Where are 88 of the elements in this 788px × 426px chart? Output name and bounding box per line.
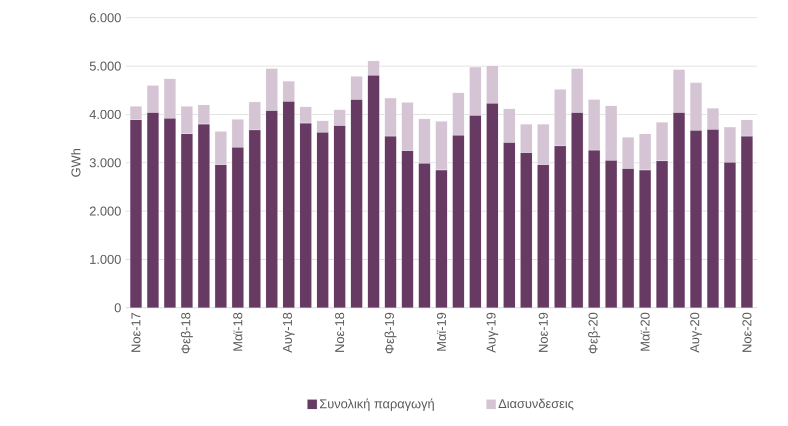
bar [706, 108, 720, 130]
bar [367, 75, 380, 308]
bar [605, 160, 618, 308]
bar [164, 78, 176, 118]
legend-label: Συνολική παραγωγή [320, 398, 434, 411]
bar [146, 85, 160, 113]
y-tick-label: 1.000 [90, 254, 121, 264]
bar [232, 147, 244, 308]
x-tick-label: Μαϊ-19 [436, 312, 446, 351]
bar [266, 110, 278, 308]
bar [198, 104, 210, 124]
bar [316, 120, 329, 132]
x-tick-label: Φεβ-19 [384, 312, 397, 354]
bar [384, 98, 397, 136]
y-tick-label: 6.000 [90, 13, 121, 22]
bar [300, 123, 312, 308]
bar [520, 124, 532, 153]
bar [452, 92, 465, 136]
y-tick-label: 5.000 [90, 61, 121, 71]
bar [690, 130, 702, 308]
bar [248, 102, 261, 130]
bar [401, 102, 414, 151]
bar [316, 132, 329, 308]
bar [537, 164, 550, 308]
bar [214, 131, 227, 165]
y-tick-label: 2.000 [90, 206, 121, 216]
bar [656, 122, 668, 161]
bar [469, 115, 482, 308]
bar [248, 130, 261, 308]
bar [452, 134, 465, 308]
y-tick-label: 3.000 [90, 158, 121, 168]
bar [537, 124, 550, 165]
bar [672, 112, 686, 308]
x-tick-label: Νοε-18 [335, 312, 344, 352]
x-tick-label: Αυγ-19 [486, 312, 498, 353]
bar [418, 162, 431, 308]
bar [486, 103, 498, 308]
x-tick-label: Μαϊ-18 [233, 312, 242, 351]
bar [435, 170, 448, 308]
bar [588, 99, 600, 150]
bar [232, 118, 244, 148]
bar [146, 112, 160, 308]
bar [401, 150, 414, 308]
bar [656, 160, 668, 308]
bar [384, 136, 397, 308]
bar [350, 99, 363, 308]
bar [300, 106, 312, 124]
bar [724, 162, 736, 308]
x-tick-label: Φεβ-20 [588, 312, 600, 354]
x-tick-label: Νοε-17 [132, 312, 140, 352]
x-tick-label: Αυγ-20 [690, 312, 702, 353]
bar [638, 133, 652, 170]
x-tick-label: Αυγ-18 [282, 312, 295, 353]
bar [554, 89, 566, 146]
bar [503, 108, 516, 143]
bar [724, 126, 736, 162]
bar [605, 105, 618, 160]
bar [706, 129, 720, 308]
bar [638, 170, 652, 308]
bar [740, 136, 754, 308]
bar [180, 106, 194, 134]
bar [520, 152, 532, 308]
bar [588, 150, 600, 308]
bar [503, 142, 516, 308]
bar [435, 120, 448, 170]
bar [164, 118, 176, 308]
bar [622, 136, 634, 169]
legend-label: Διασυνδεσεις [498, 398, 574, 410]
bar [334, 109, 346, 126]
bar [130, 119, 142, 308]
bar [282, 101, 295, 308]
y-tick-label: 0 [114, 303, 121, 312]
bar [334, 125, 346, 308]
bar [622, 168, 634, 308]
bar [554, 146, 566, 308]
bar [690, 82, 702, 131]
bar [214, 164, 227, 308]
x-tick-label: Μαϊ-20 [640, 312, 650, 351]
bar [571, 112, 584, 308]
bar [198, 124, 210, 308]
bar [282, 80, 295, 102]
x-tick-label: Φεβ-18 [180, 312, 193, 354]
x-tick-label: Νοε-19 [538, 312, 548, 352]
x-tick-label: Νοε-20 [742, 312, 752, 352]
y-tick-label: 4.000 [90, 110, 121, 119]
bar [180, 133, 194, 308]
y-axis-title: GWh [71, 148, 80, 177]
bar [418, 118, 431, 164]
